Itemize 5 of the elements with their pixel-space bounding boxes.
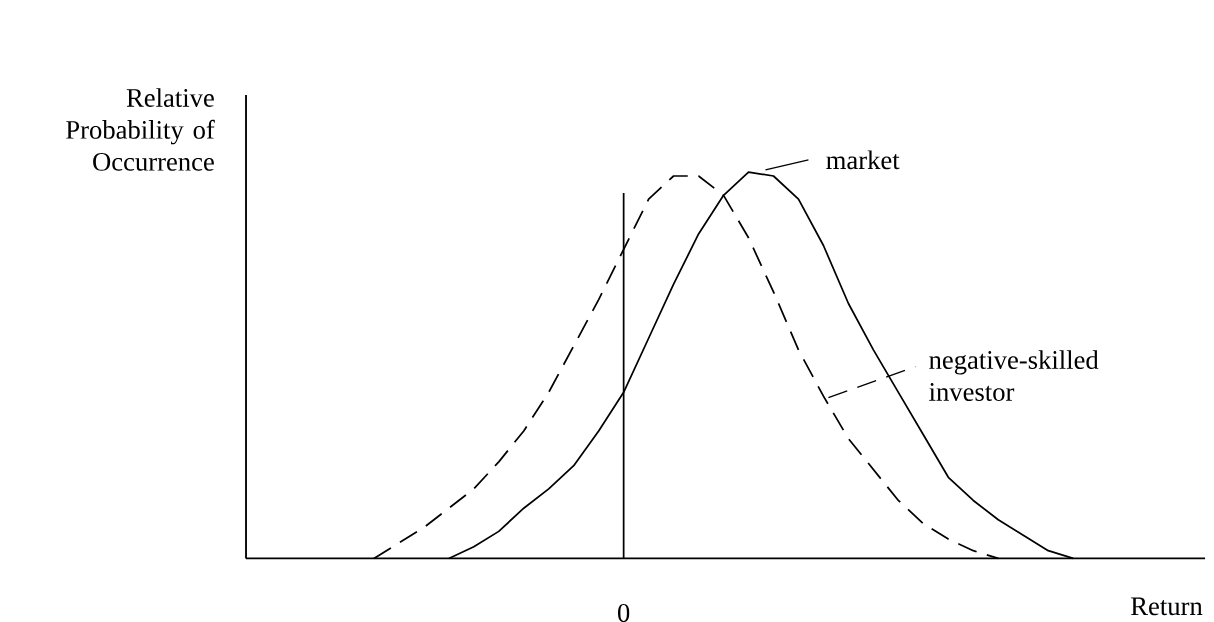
text: 0: [618, 603, 630, 622]
x-axis-title: Return: [1131, 597, 1203, 616]
y-axis-title: Relative Probability of Occurrence: [66, 87, 215, 171]
legend-label: negative-skilled investor: [929, 350, 1099, 401]
legend-label: market: [826, 150, 900, 170]
